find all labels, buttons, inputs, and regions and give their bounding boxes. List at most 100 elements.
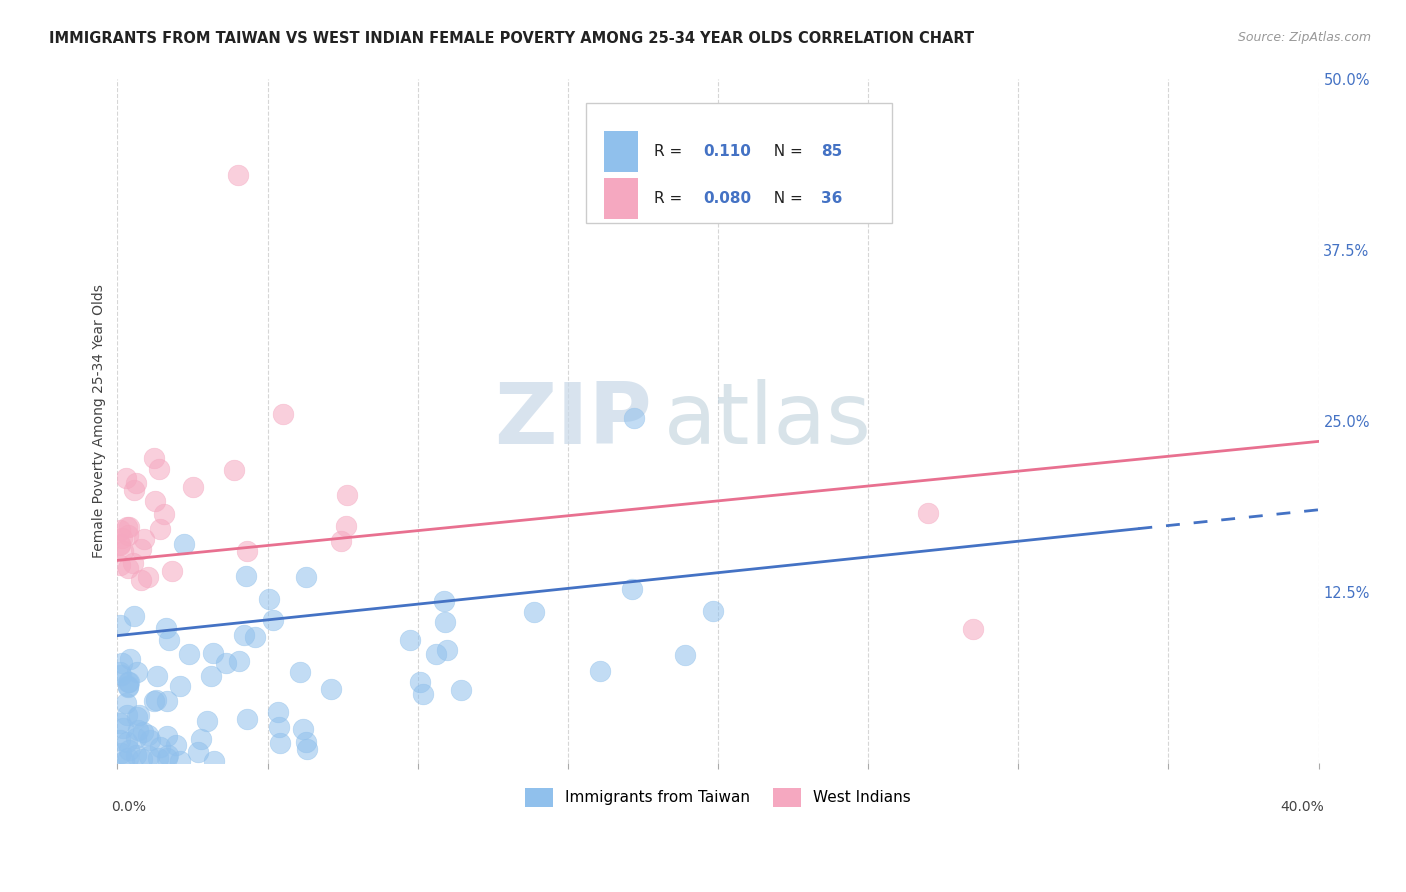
Point bbox=[114, 471, 136, 485]
Point bbox=[621, 582, 644, 597]
Point bbox=[122, 609, 145, 624]
Point bbox=[132, 532, 155, 546]
Point bbox=[433, 615, 456, 629]
Point bbox=[120, 652, 142, 666]
Text: Source: ZipAtlas.com: Source: ZipAtlas.com bbox=[1237, 31, 1371, 45]
Point bbox=[187, 745, 209, 759]
Point bbox=[128, 708, 150, 723]
Point bbox=[319, 681, 342, 696]
Point bbox=[125, 710, 148, 724]
Point bbox=[236, 544, 259, 558]
Text: 0.080: 0.080 bbox=[703, 192, 752, 206]
Text: IMMIGRANTS FROM TAIWAN VS WEST INDIAN FEMALE POVERTY AMONG 25-34 YEAR OLDS CORRE: IMMIGRANTS FROM TAIWAN VS WEST INDIAN FE… bbox=[49, 31, 974, 46]
Point bbox=[127, 723, 149, 738]
Point bbox=[226, 168, 249, 182]
Point bbox=[132, 725, 155, 739]
Point bbox=[295, 735, 318, 749]
Point bbox=[412, 687, 434, 701]
Point bbox=[114, 754, 136, 768]
Text: R =: R = bbox=[654, 192, 688, 206]
Point bbox=[129, 542, 152, 557]
Point bbox=[143, 693, 166, 707]
Point bbox=[156, 747, 179, 762]
Point bbox=[110, 537, 132, 551]
Point bbox=[110, 558, 132, 573]
Point bbox=[267, 705, 290, 719]
Text: 85: 85 bbox=[821, 144, 842, 159]
Point bbox=[399, 633, 422, 648]
Point bbox=[112, 544, 135, 558]
Point bbox=[245, 630, 267, 644]
Point bbox=[115, 735, 138, 749]
Point bbox=[136, 729, 159, 743]
Point bbox=[139, 732, 162, 747]
Text: 0.0%: 0.0% bbox=[111, 800, 146, 814]
Point bbox=[409, 675, 432, 690]
Point bbox=[181, 480, 204, 494]
Point bbox=[146, 669, 169, 683]
Point bbox=[110, 538, 132, 552]
Point bbox=[173, 537, 195, 551]
Text: atlas: atlas bbox=[664, 379, 872, 462]
Point bbox=[118, 520, 141, 534]
Point bbox=[145, 693, 167, 707]
Point bbox=[125, 748, 148, 763]
Point bbox=[233, 628, 256, 642]
Point bbox=[335, 519, 357, 533]
Point bbox=[143, 451, 166, 466]
Point bbox=[262, 613, 284, 627]
Point bbox=[962, 622, 984, 636]
Point bbox=[118, 675, 141, 690]
Point bbox=[117, 520, 139, 534]
Point bbox=[917, 506, 939, 520]
Point bbox=[235, 569, 257, 583]
Point bbox=[117, 528, 139, 542]
Text: 0.110: 0.110 bbox=[703, 144, 751, 159]
Point bbox=[169, 754, 191, 768]
Point bbox=[215, 656, 238, 670]
Point bbox=[136, 570, 159, 584]
Point bbox=[291, 723, 314, 737]
Point bbox=[124, 476, 146, 491]
Point bbox=[115, 707, 138, 722]
Point bbox=[117, 679, 139, 693]
Point bbox=[267, 720, 290, 734]
Point bbox=[155, 622, 177, 636]
Text: N =: N = bbox=[763, 192, 807, 206]
Point bbox=[202, 755, 225, 769]
Point bbox=[118, 743, 141, 757]
Point bbox=[177, 647, 200, 661]
Point bbox=[702, 604, 724, 618]
Point bbox=[589, 664, 612, 678]
Point bbox=[269, 736, 291, 750]
Point bbox=[148, 461, 170, 475]
Point bbox=[138, 748, 160, 763]
Point bbox=[110, 732, 132, 747]
Point bbox=[110, 667, 132, 681]
Point bbox=[165, 738, 187, 752]
Point bbox=[110, 747, 132, 761]
Point bbox=[122, 483, 145, 498]
Point bbox=[117, 675, 139, 690]
Point bbox=[160, 564, 183, 578]
Point bbox=[131, 752, 153, 766]
Text: N =: N = bbox=[763, 144, 807, 159]
Point bbox=[111, 722, 134, 736]
Point bbox=[257, 592, 280, 607]
Point bbox=[202, 646, 225, 660]
Point bbox=[148, 522, 170, 536]
Point bbox=[110, 523, 132, 537]
FancyBboxPatch shape bbox=[605, 178, 637, 219]
Point bbox=[110, 665, 132, 679]
Point bbox=[146, 751, 169, 765]
Point bbox=[523, 605, 546, 619]
Point bbox=[294, 570, 316, 584]
Text: R =: R = bbox=[654, 144, 688, 159]
Point bbox=[125, 731, 148, 745]
Point bbox=[125, 665, 148, 679]
Point bbox=[117, 751, 139, 765]
Y-axis label: Female Poverty Among 25-34 Year Olds: Female Poverty Among 25-34 Year Olds bbox=[93, 284, 107, 558]
Point bbox=[295, 742, 318, 756]
Point bbox=[111, 656, 134, 670]
Point bbox=[117, 680, 139, 694]
